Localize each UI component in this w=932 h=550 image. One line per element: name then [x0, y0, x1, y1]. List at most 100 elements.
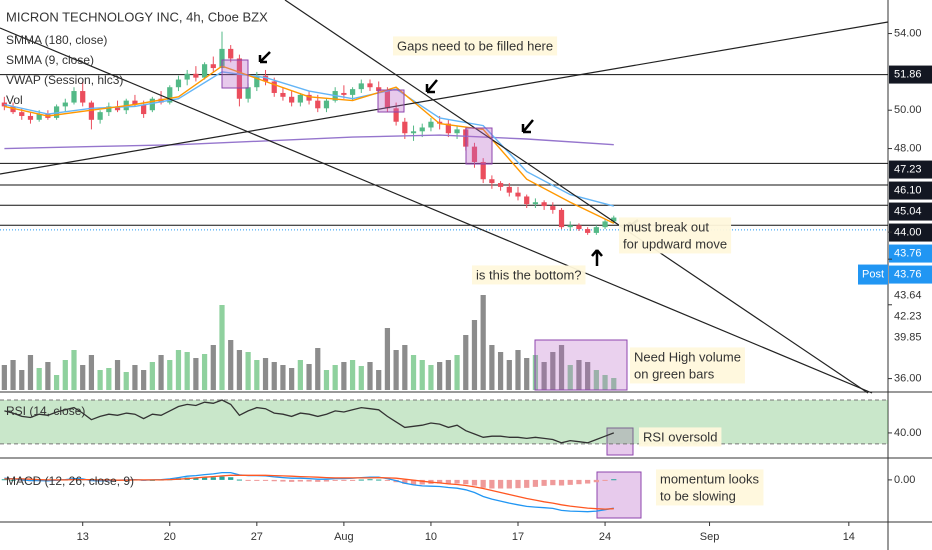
candle-body — [289, 96, 295, 103]
candle-body — [567, 225, 573, 228]
candle-body — [515, 192, 521, 197]
x-tick-label: 14 — [843, 531, 855, 543]
price-label-box — [889, 160, 932, 179]
candle-body — [10, 106, 16, 113]
candle-body — [349, 89, 356, 95]
volume-bar — [384, 328, 391, 390]
legend-entry: SMMA (180, close) — [6, 33, 107, 47]
volume-bar — [158, 355, 164, 390]
candle-body — [445, 123, 451, 134]
volume-bar — [19, 370, 25, 390]
candle-body — [228, 48, 234, 59]
axes: 54.00 51.86 50.00 48.00 47.23 46.10 45.04 44.00… — [77, 27, 932, 543]
legend-entry: VWAP (Session, hlc3) — [6, 73, 123, 87]
volume-bar — [602, 375, 608, 390]
macd-histogram-bar — [341, 479, 347, 481]
arrow — [425, 79, 438, 94]
candle-body — [245, 87, 251, 99]
candle-body — [158, 98, 164, 103]
volume-bar — [402, 345, 408, 390]
rsi-pane — [0, 399, 888, 445]
price-label: 47.23 — [894, 163, 922, 175]
volume-bar — [228, 340, 234, 390]
trend-line — [0, 21, 889, 175]
price-label: 43.76 — [894, 247, 922, 259]
candle-body — [323, 100, 330, 109]
volume-bar — [271, 362, 277, 390]
volume-bar — [10, 360, 16, 390]
candle-body — [88, 102, 95, 120]
y-tick-label: 39.85 — [894, 331, 922, 343]
macd-histogram-bar — [506, 479, 512, 489]
volume-bar — [497, 352, 504, 390]
candle-body — [341, 92, 347, 95]
volume-bar — [506, 360, 512, 390]
candle-body — [254, 75, 260, 88]
macd-histogram-bar — [480, 479, 486, 488]
volume-bar — [489, 345, 495, 390]
macd-histogram-bar — [271, 479, 277, 482]
volume-bar — [332, 365, 338, 390]
price-label: 43.76 — [894, 268, 922, 280]
trend-line — [284, 0, 869, 394]
x-tick-label: 27 — [251, 531, 263, 543]
annotation-text: must break out — [623, 219, 709, 234]
macd-histogram-bar — [1, 479, 7, 481]
annotation: RSI oversold — [639, 427, 722, 447]
macd-histogram-bar — [419, 479, 425, 485]
annotations: Gaps need to be filled here must break ou… — [393, 36, 764, 506]
macd-line — [4, 471, 614, 513]
macd-histogram-bar — [315, 479, 321, 482]
candle-body — [497, 183, 504, 187]
volume-bar — [585, 362, 591, 390]
macd-histogram-bar — [593, 479, 599, 483]
macd-histogram-bar — [306, 479, 312, 482]
volume-bar — [106, 368, 112, 390]
volume-bar — [280, 365, 286, 390]
candle-body — [541, 202, 547, 207]
macd-histogram-bar — [602, 479, 608, 481]
macd-histogram-bar — [489, 479, 495, 489]
y-tick-label: 36.00 — [894, 372, 922, 384]
rsi-line — [4, 399, 615, 444]
candle-body — [210, 64, 216, 69]
macd-histogram-bar — [550, 479, 556, 486]
candle-body — [384, 91, 391, 109]
chart-title: MICRON TECHNOLOGY INC, 4h, Cboe BZX — [6, 9, 268, 24]
candle-body — [611, 217, 617, 222]
volume-bar — [201, 354, 208, 390]
macd-histogram-bar — [384, 479, 391, 481]
candle-body — [593, 227, 599, 233]
volume-bar — [123, 372, 129, 390]
background-layer — [0, 74, 888, 231]
y-tick-label: 50.00 — [894, 104, 922, 116]
candle-body — [376, 87, 382, 92]
x-tick-label: 24 — [599, 531, 611, 543]
candle-body — [358, 83, 364, 90]
candle-body — [201, 64, 208, 78]
macd-histogram-bar — [323, 479, 330, 482]
candle-body — [53, 106, 60, 118]
drawings — [0, 0, 889, 519]
volume-bar — [515, 350, 521, 390]
candle-body — [576, 225, 582, 230]
price-label: 45.04 — [894, 205, 922, 217]
macd-histogram-bar — [437, 479, 443, 484]
macd-histogram-bar — [515, 479, 521, 489]
candle-body — [419, 127, 425, 132]
x-tick-label: Aug — [334, 531, 354, 543]
candle-body — [62, 102, 68, 107]
annotation-text: Gaps need to be filled here — [397, 38, 553, 53]
volume-bar — [210, 345, 216, 390]
macd-histogram-bar — [332, 479, 338, 481]
candle-body — [471, 146, 478, 162]
macd-histogram-bar — [558, 479, 565, 486]
legend-entry: SMMA (9, close) — [6, 53, 94, 67]
arrow — [258, 51, 271, 64]
macd-histogram-bar — [524, 479, 530, 488]
volume-bar — [471, 320, 478, 390]
volume-bar — [236, 350, 243, 390]
candle-body — [402, 121, 408, 134]
price-label: 44.00 — [894, 226, 922, 238]
highlight-box — [534, 339, 628, 391]
